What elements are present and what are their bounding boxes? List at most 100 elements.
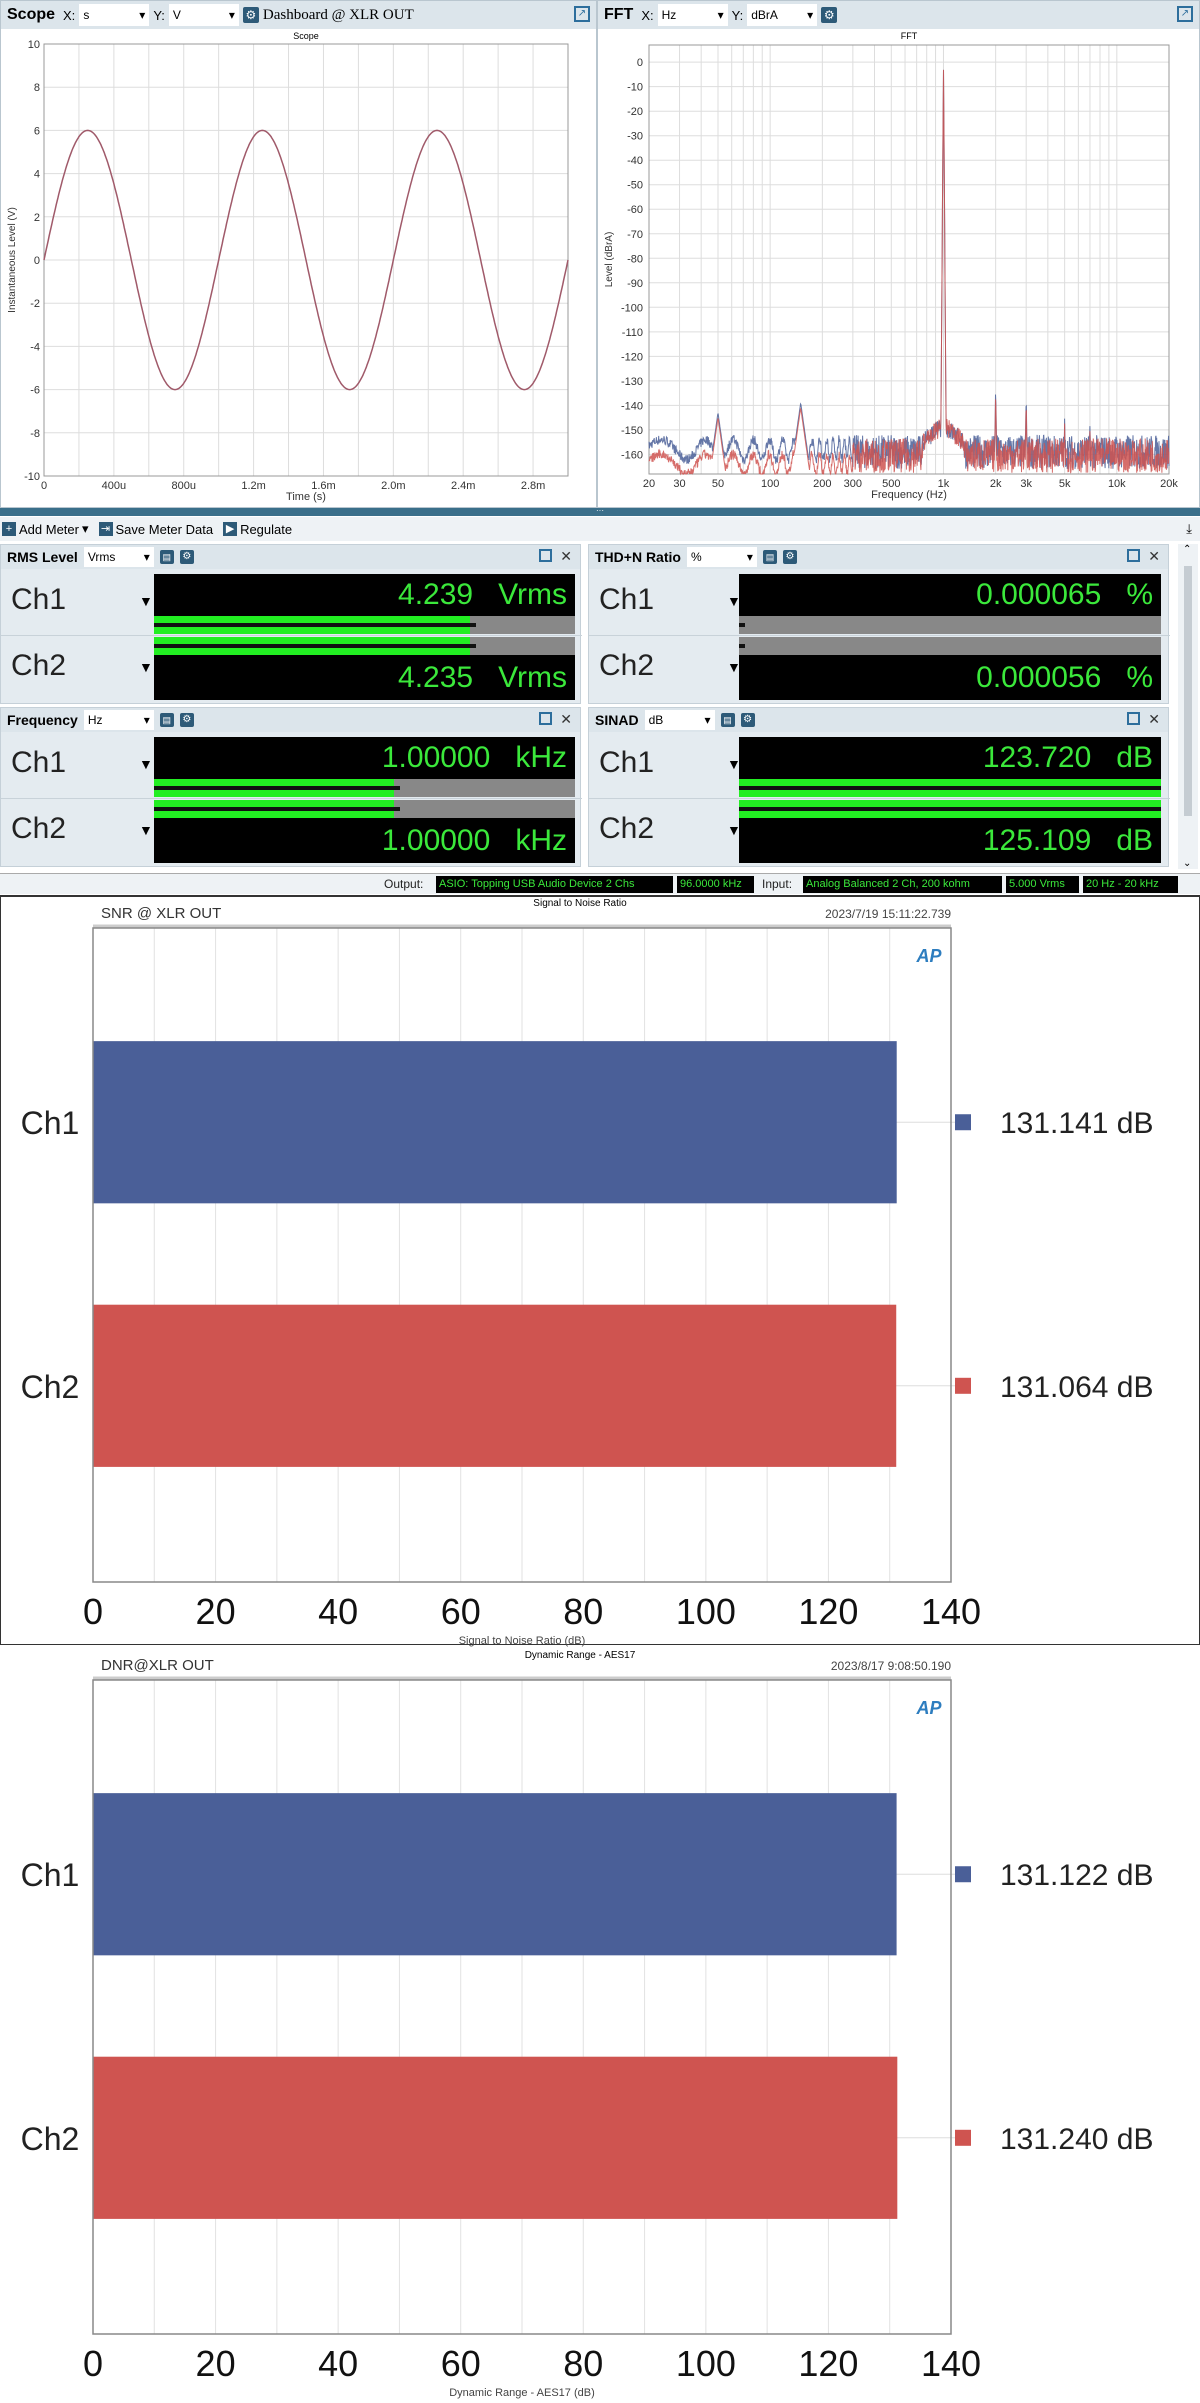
meter-unit-select[interactable]: Vrms ▾ (83, 547, 154, 567)
output-rate[interactable]: 96.0000 kHz (677, 876, 754, 893)
y-unit-select[interactable]: V ▾ (168, 4, 239, 26)
channel-dropdown-icon[interactable]: ▼ (139, 659, 153, 675)
regulate-button[interactable]: ▶ Regulate (223, 522, 292, 537)
channel-dropdown-icon[interactable]: ▼ (727, 756, 741, 772)
x-axis-label: Frequency (Hz) (871, 489, 947, 501)
x-tick-label: 100 (676, 1591, 736, 1632)
gear-icon[interactable]: ⚙ (740, 713, 755, 727)
input-range[interactable]: 5.000 Vrms (1006, 876, 1079, 893)
x-tick-label: 60 (441, 1591, 481, 1632)
save-meter-data-button[interactable]: ⇥ Save Meter Data (98, 522, 213, 537)
popout-icon[interactable] (539, 712, 552, 725)
ap-logo: AP (915, 1698, 942, 1718)
y-tick-label: 8 (34, 82, 40, 94)
y-tick-label: -130 (621, 376, 643, 388)
meter-unit-value: Vrms (87, 550, 116, 564)
meter-unit-select[interactable]: Hz ▾ (83, 710, 154, 730)
meter-display-icon[interactable]: ▤ (159, 550, 174, 564)
meter-row-ch2 (1, 798, 582, 864)
x-tick-label: 20 (643, 478, 655, 490)
pin-icon[interactable]: ⤓ (1186, 521, 1192, 536)
meter-display-icon[interactable]: ▤ (720, 713, 735, 727)
channel-dropdown-icon[interactable]: ▼ (727, 593, 741, 609)
output-device[interactable]: ASIO: Topping USB Audio Device 2 Chs (436, 876, 673, 893)
popout-icon[interactable] (1127, 712, 1140, 725)
meter-bar (154, 637, 575, 655)
x-tick-label: 20 (196, 1591, 236, 1632)
gear-icon[interactable]: ⚙ (242, 7, 259, 23)
channel-dropdown-icon[interactable]: ▼ (727, 659, 741, 675)
regulate-label: Regulate (240, 521, 293, 537)
x-tick-label: 1.6m (311, 480, 335, 492)
meter-display-icon[interactable]: ▤ (159, 713, 174, 727)
fft-trace-ch1 (648, 69, 1170, 470)
close-icon[interactable]: ✕ (560, 711, 572, 727)
channel-dropdown-icon[interactable]: ▼ (139, 593, 153, 609)
meter-display-icon[interactable]: ▤ (762, 550, 777, 564)
input-device[interactable]: Analog Balanced 2 Ch, 200 kohm (803, 876, 1002, 893)
scope-panel: Scope X: s ▾ Y: V ▾ ⚙ Dashboard @ XLR OUT … (0, 0, 597, 508)
legend-swatch (955, 2129, 971, 2146)
add-meter-button[interactable]: + Add Meter ▾ (2, 521, 89, 537)
meter-unit-select[interactable]: dB ▾ (644, 710, 715, 730)
channel-dropdown-icon[interactable]: ▼ (139, 756, 153, 772)
meters-scrollbar[interactable]: ⌃ ⌄ (1178, 544, 1198, 869)
dropdown-arrow-icon: ▾ (81, 521, 89, 536)
popout-icon[interactable]: ↗ (1177, 6, 1193, 22)
x-tick-label: 80 (563, 1591, 603, 1632)
x-tick-label: 20k (1160, 478, 1178, 490)
meter-value: 1.00000 (381, 824, 491, 857)
meter-display: 0.000065 % (739, 574, 1161, 616)
channel-label: Ch1 (599, 746, 655, 779)
close-icon[interactable]: ✕ (1148, 711, 1160, 727)
bar-ch1 (93, 1793, 897, 1956)
meter-unit: dB (1116, 741, 1153, 774)
dropdown-arrow-icon: ▾ (717, 8, 724, 22)
plot-frame (92, 1679, 952, 2335)
channel-label: Ch2 (11, 812, 67, 845)
gear-icon[interactable]: ⚙ (821, 7, 838, 23)
bandwidth[interactable]: 20 Hz - 20 kHz (1083, 876, 1178, 893)
y-label: Y: (153, 7, 165, 23)
chart-title: Scope (293, 31, 319, 41)
scope-header: Scope X: s ▾ Y: V ▾ ⚙ Dashboard @ XLR OUT … (1, 1, 596, 29)
scrollbar-thumb[interactable] (1184, 566, 1192, 816)
status-bar: Output: ASIO: Topping USB Audio Device 2… (0, 873, 1200, 894)
y-tick-label: -120 (621, 351, 643, 363)
x-tick-label: 80 (563, 2343, 603, 2384)
meter-bar (739, 616, 1161, 634)
gear-icon[interactable]: ⚙ (782, 550, 797, 564)
meter-unit-select[interactable]: % ▾ (686, 547, 757, 567)
category-label: Ch2 (21, 1369, 80, 1405)
x-unit-select[interactable]: s ▾ (79, 4, 150, 26)
y-tick-label: -10 (24, 471, 40, 483)
meter-display: 4.235 Vrms (154, 655, 575, 700)
meter-header: RMS Level Vrms ▾ ▤ ⚙ ✕ (1, 545, 580, 569)
y-unit-select[interactable]: dBrA ▾ (747, 4, 818, 26)
popout-icon[interactable] (1127, 549, 1140, 562)
meter-row-ch2 (1, 635, 582, 701)
category-label: Ch2 (21, 2121, 80, 2157)
meter-unit-value: % (690, 550, 702, 564)
popout-icon[interactable] (539, 549, 552, 562)
close-icon[interactable]: ✕ (1148, 548, 1160, 564)
popout-icon[interactable]: ↗ (574, 6, 590, 22)
x-tick-label: 0 (83, 1591, 103, 1632)
close-icon[interactable]: ✕ (560, 548, 572, 564)
x-unit-select[interactable]: Hz ▾ (657, 4, 728, 26)
x-tick-label: 400u (102, 480, 126, 492)
y-unit-value: dBrA (751, 8, 778, 22)
channel-dropdown-icon[interactable]: ▼ (139, 822, 153, 838)
channel-dropdown-icon[interactable]: ▼ (727, 822, 741, 838)
fft-header: FFT X: Hz ▾ Y: dBrA ▾ ⚙ ↗ (598, 1, 1199, 29)
meter-unit: kHz (515, 824, 567, 857)
gear-icon[interactable]: ⚙ (179, 713, 194, 727)
y-tick-label: -40 (627, 155, 643, 167)
x-tick-label: 500 (882, 478, 900, 490)
scope-title: Scope (7, 6, 56, 23)
scroll-up-icon[interactable]: ⌃ (1183, 544, 1192, 555)
splitter-handle[interactable]: ··· (0, 507, 1200, 516)
gear-icon[interactable]: ⚙ (179, 550, 194, 564)
scroll-down-icon[interactable]: ⌄ (1183, 858, 1192, 869)
y-label: Y: (731, 7, 744, 23)
